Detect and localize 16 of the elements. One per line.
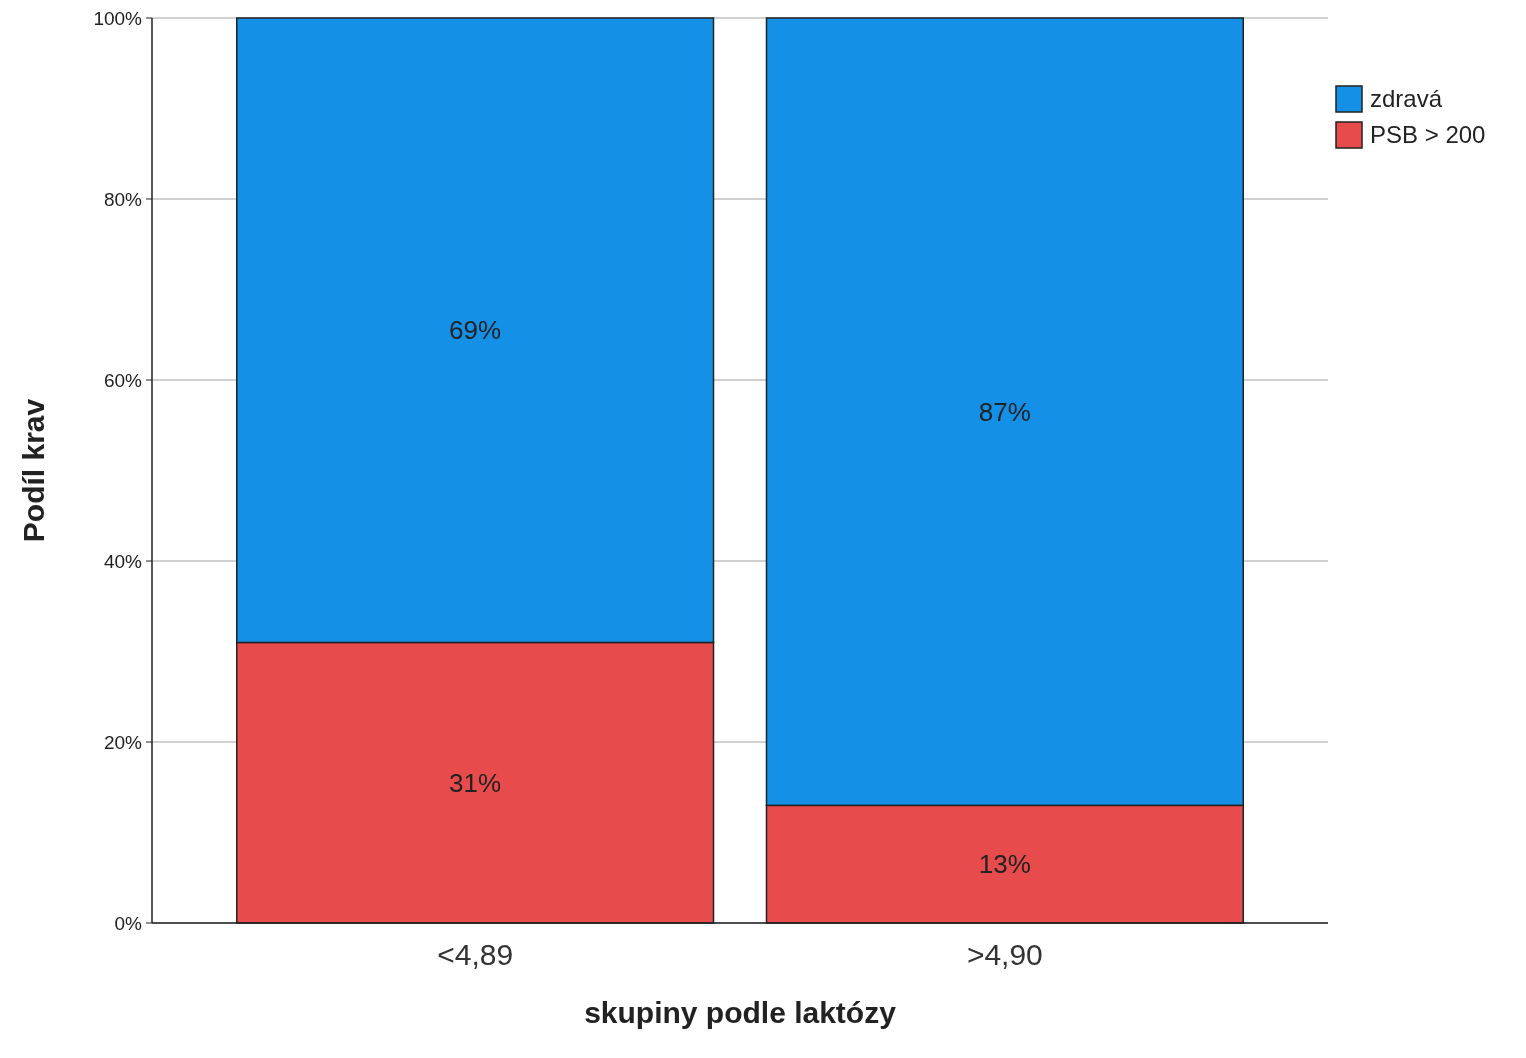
data-label: 69% bbox=[449, 315, 502, 346]
x-tick-label: <4,89 bbox=[437, 938, 514, 971]
y-tick-label: 40% bbox=[103, 550, 143, 572]
y-tick-label: 60% bbox=[103, 369, 143, 391]
y-tick-label: 80% bbox=[103, 188, 143, 210]
legend-label: PSB > 200 bbox=[1370, 121, 1486, 149]
legend-label: zdravá bbox=[1370, 85, 1443, 113]
y-tick-label: 0% bbox=[114, 912, 143, 934]
y-axis-title: Podíl krav bbox=[17, 398, 50, 543]
data-label: 31% bbox=[449, 767, 502, 798]
x-axis-title: skupiny podle laktózy bbox=[584, 996, 897, 1029]
data-label: 13% bbox=[978, 849, 1031, 880]
data-label: 87% bbox=[978, 396, 1031, 427]
x-tick-label: >4,90 bbox=[966, 938, 1043, 971]
y-tick-label: 20% bbox=[103, 731, 143, 753]
y-tick-label: 100% bbox=[93, 7, 143, 29]
